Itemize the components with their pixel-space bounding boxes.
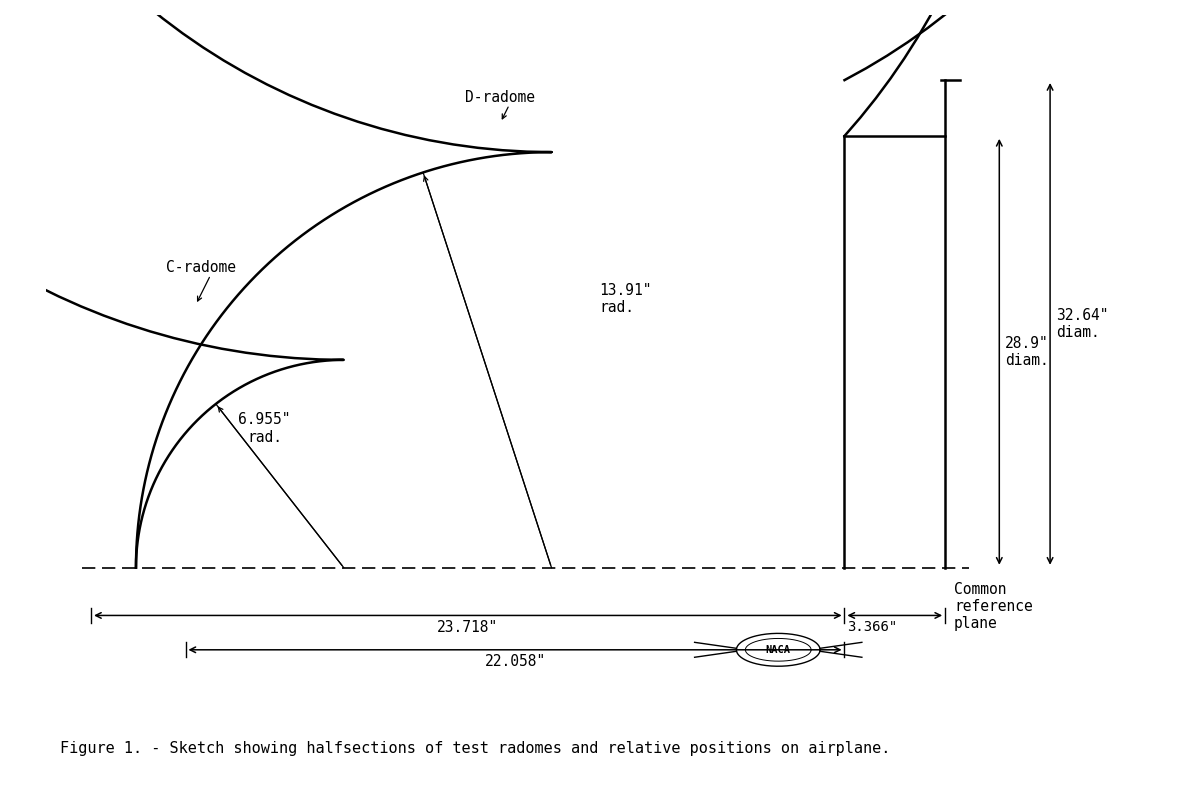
Text: Figure 1. - Sketch showing halfsections of test radomes and relative positions o: Figure 1. - Sketch showing halfsections …	[60, 742, 890, 756]
Text: 23.718": 23.718"	[437, 620, 498, 635]
Text: 6.955"
rad.: 6.955" rad.	[238, 412, 291, 444]
Text: 32.64"
diam.: 32.64" diam.	[1057, 307, 1108, 340]
Text: D-radome: D-radome	[465, 90, 534, 105]
Text: 3.366": 3.366"	[847, 620, 897, 634]
Text: NACA: NACA	[766, 645, 791, 655]
Text: 13.91"
rad.: 13.91" rad.	[599, 283, 652, 315]
Text: Common
reference
plane: Common reference plane	[954, 582, 1033, 631]
Text: 28.9"
diam.: 28.9" diam.	[1005, 336, 1049, 368]
Text: 22.058": 22.058"	[484, 654, 545, 669]
Text: C-radome: C-radome	[165, 260, 236, 275]
